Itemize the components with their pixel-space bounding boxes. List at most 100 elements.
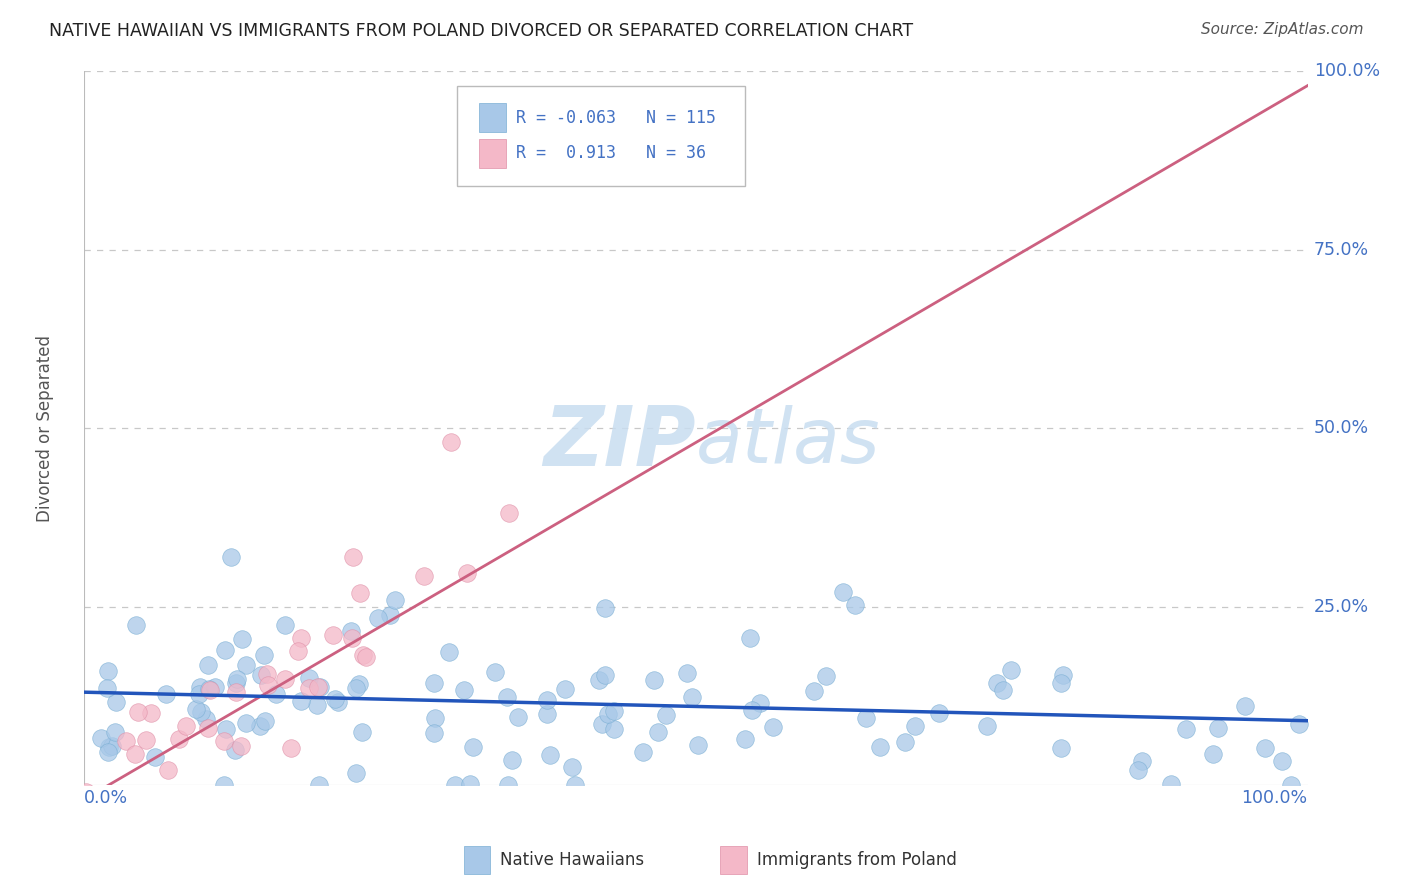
Point (157, 763, 180, 777)
Point (322, 628, 344, 642)
Point (215, 722, 238, 736)
Point (1254, 741, 1277, 756)
Text: 50.0%: 50.0% (1313, 419, 1369, 437)
Point (495, 690, 517, 704)
Point (254, 714, 277, 728)
Point (225, 672, 247, 686)
Point (536, 692, 558, 706)
Point (844, 599, 866, 613)
Point (603, 704, 626, 718)
Point (104, 725, 127, 739)
Point (655, 708, 678, 723)
Point (198, 682, 221, 697)
Point (425, 711, 447, 725)
Point (308, 778, 330, 792)
Point (298, 672, 321, 686)
Point (127, 705, 149, 719)
Point (1288, 717, 1310, 731)
Point (498, 506, 520, 520)
Point (249, 719, 271, 733)
Point (350, 725, 373, 739)
Point (440, 435, 463, 450)
Point (344, 766, 367, 780)
Point (264, 687, 287, 701)
Point (422, 676, 444, 690)
Point (675, 666, 697, 681)
Point (349, 586, 371, 600)
Point (298, 681, 321, 695)
Point (326, 695, 349, 709)
Point (378, 608, 401, 623)
Point (224, 743, 246, 757)
Point (904, 719, 927, 733)
Text: 100.0%: 100.0% (1313, 62, 1379, 80)
Text: Immigrants from Poland: Immigrants from Poland (758, 851, 957, 869)
Point (135, 733, 157, 747)
Point (342, 549, 364, 564)
Point (143, 749, 166, 764)
Point (273, 672, 295, 686)
Point (274, 618, 297, 632)
Point (190, 705, 212, 719)
Point (204, 680, 226, 694)
Point (169, 731, 191, 746)
Point (561, 760, 583, 774)
Point (214, 778, 236, 792)
Point (986, 676, 1008, 690)
Point (1160, 777, 1182, 791)
Point (124, 617, 146, 632)
Point (340, 624, 363, 638)
Point (976, 719, 998, 733)
Point (280, 740, 302, 755)
Point (155, 688, 177, 702)
Point (593, 600, 616, 615)
Point (101, 739, 124, 753)
Point (596, 707, 619, 722)
Text: ZIP: ZIP (543, 402, 696, 483)
Point (991, 683, 1014, 698)
Text: 0.0%: 0.0% (84, 789, 128, 806)
Point (456, 566, 478, 580)
Point (356, 649, 378, 664)
Point (96, 681, 118, 695)
Point (225, 676, 247, 690)
Point (235, 658, 257, 673)
Point (1000, 663, 1022, 677)
Text: atlas: atlas (696, 406, 880, 479)
Text: NATIVE HAWAIIAN VS IMMIGRANTS FROM POLAND DIVORCED OR SEPARATED CORRELATION CHAR: NATIVE HAWAIIAN VS IMMIGRANTS FROM POLAN… (49, 22, 914, 40)
Point (734, 731, 756, 746)
Point (647, 725, 669, 739)
Point (1174, 722, 1197, 736)
Point (458, 777, 481, 791)
Point (124, 747, 146, 762)
Point (643, 673, 665, 687)
Point (453, 683, 475, 698)
Point (307, 681, 329, 695)
Point (762, 720, 785, 734)
Text: Source: ZipAtlas.com: Source: ZipAtlas.com (1201, 22, 1364, 37)
Bar (720, 846, 748, 874)
Bar (479, 139, 506, 168)
Point (352, 648, 374, 662)
Point (413, 569, 436, 583)
Bar (479, 103, 506, 132)
Point (309, 680, 332, 694)
Point (1281, 778, 1303, 792)
Point (290, 632, 312, 646)
Point (831, 585, 853, 599)
Point (536, 706, 558, 721)
Point (250, 668, 273, 682)
Point (538, 748, 561, 763)
Point (90, 731, 112, 746)
Point (219, 549, 242, 564)
Point (98, 739, 121, 754)
Point (342, 631, 364, 645)
Point (1050, 675, 1073, 690)
Point (214, 642, 236, 657)
Point (633, 745, 655, 759)
Text: Divorced or Separated: Divorced or Separated (35, 334, 53, 522)
Point (347, 677, 370, 691)
Point (91, 814, 114, 828)
Point (1128, 764, 1150, 778)
Point (681, 690, 703, 705)
